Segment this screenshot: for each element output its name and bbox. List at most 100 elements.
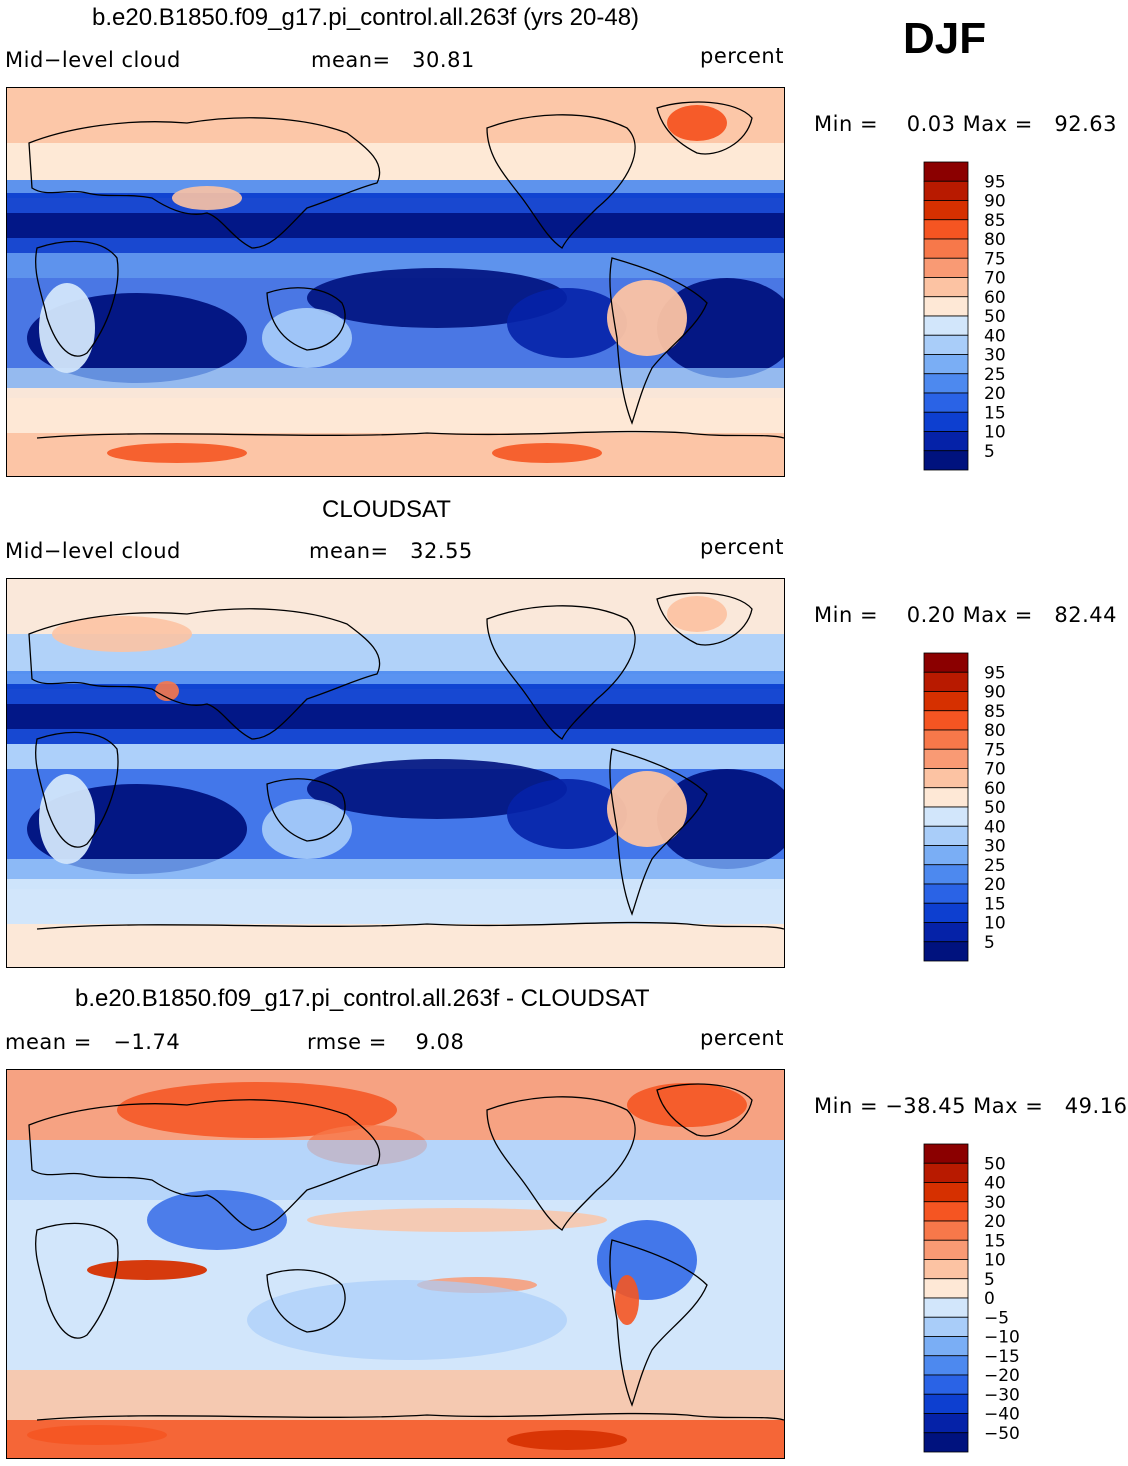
colorbar-swatch: [923, 200, 969, 221]
colorbar-swatch: [923, 219, 969, 240]
colorbar-tick-label: 75: [984, 740, 1006, 760]
colorbar-tick-label: −10: [984, 1328, 1020, 1348]
colorbar-swatch: [923, 748, 969, 769]
coastline: [35, 240, 119, 357]
colorbar-swatch: [923, 1297, 969, 1318]
colorbar-swatch: [923, 1220, 969, 1241]
colorbar-tick-label: 85: [984, 702, 1006, 722]
coastline: [656, 101, 753, 155]
colorbar-swatch: [923, 180, 969, 201]
colorbar-swatch: [923, 1316, 969, 1337]
colorbar-tick-label: −20: [984, 1366, 1020, 1386]
coastline: [486, 1096, 636, 1231]
colorbar-tick-label: 40: [984, 1174, 1006, 1194]
colorbar-tick-label: −5: [984, 1308, 1009, 1328]
colorbar-tick-label: 25: [984, 365, 1006, 385]
colorbar-swatch: [923, 1374, 969, 1395]
colorbar-swatch: [923, 1278, 969, 1299]
colorbar-tick-label: 85: [984, 211, 1006, 231]
panel2-map: [6, 578, 785, 968]
colorbar-swatch: [923, 411, 969, 432]
panel3-mean-label: mean = −1.74: [5, 1030, 181, 1054]
panel1-map-svg: [7, 88, 784, 476]
colorbar-tick-label: 70: [984, 760, 1006, 780]
colorbar-swatch: [923, 161, 969, 182]
colorbar-tick-label: 50: [984, 798, 1006, 818]
colorbar-swatch: [923, 334, 969, 355]
coastline: [36, 1412, 784, 1421]
colorbar-swatch: [923, 864, 969, 885]
colorbar-swatch: [923, 1336, 969, 1357]
coastline: [609, 748, 708, 916]
colorbar-swatch: [923, 710, 969, 731]
panel3-minmax-label: Min = −38.45 Max = 49.16: [814, 1094, 1128, 1118]
colorbar-tick-label: 60: [984, 779, 1006, 799]
colorbar-tick-label: 40: [984, 817, 1006, 837]
colorbar-swatch: [923, 652, 969, 673]
panel1-mean-label: mean= 30.81: [311, 48, 475, 72]
colorbar-tick-label: −40: [984, 1405, 1020, 1425]
colorbar-swatch: [923, 941, 969, 962]
colorbar-swatch: [923, 431, 969, 452]
colorbar-tick-label: 10: [984, 423, 1006, 443]
colorbar-tick-label: 80: [984, 721, 1006, 741]
colorbar-tick-label: 70: [984, 269, 1006, 289]
colorbar-tick-label: 5: [984, 933, 995, 953]
colorbar-tick-label: 75: [984, 249, 1006, 269]
panel1-variable-label: Mid−level cloud: [5, 48, 181, 72]
colorbar-tick-label: 10: [984, 914, 1006, 934]
colorbar-tick-label: 95: [984, 172, 1006, 192]
panel1-title: b.e20.B1850.f09_g17.pi_control.all.263f …: [92, 4, 640, 31]
colorbar-tick-label: 25: [984, 856, 1006, 876]
colorbar-tick-label: 30: [984, 1193, 1006, 1213]
colorbar-swatch: [923, 845, 969, 866]
panel2-variable-label: Mid−level cloud: [5, 539, 181, 563]
colorbar-swatch: [923, 257, 969, 278]
colorbar-swatch: [923, 277, 969, 298]
colorbar-tick-label: 90: [984, 192, 1006, 212]
colorbar-tick-label: 15: [984, 403, 1006, 423]
coastline: [609, 1239, 708, 1407]
colorbar-swatch: [923, 768, 969, 789]
coastline: [266, 1269, 346, 1333]
panel1-minmax-label: Min = 0.03 Max = 92.63: [814, 112, 1117, 136]
coastline: [36, 921, 784, 930]
colorbar-tick-label: 10: [984, 1251, 1006, 1271]
coastline: [486, 605, 636, 740]
colorbar-tick-label: 30: [984, 837, 1006, 857]
panel3-rmse-label: rmse = 9.08: [307, 1030, 465, 1054]
colorbar-tick-label: 50: [984, 307, 1006, 327]
colorbar-swatch: [923, 354, 969, 375]
colorbar-tick-label: 80: [984, 230, 1006, 250]
colorbar-swatch: [923, 1239, 969, 1260]
coastline: [28, 117, 381, 249]
coastline: [266, 778, 346, 842]
coastline: [28, 608, 381, 740]
colorbar-swatch: [923, 825, 969, 846]
colorbar-tick-label: −30: [984, 1385, 1020, 1405]
colorbar-tick-label: 30: [984, 346, 1006, 366]
coastline: [486, 114, 636, 249]
colorbar-tick-label: 5: [984, 1270, 995, 1290]
colorbar-swatch: [923, 806, 969, 827]
colorbar-swatch: [923, 729, 969, 750]
colorbar-swatch: [923, 373, 969, 394]
colorbar-swatch: [923, 1259, 969, 1280]
panel1-map: [6, 87, 785, 477]
colorbar-swatch: [923, 922, 969, 943]
colorbar-tick-label: 20: [984, 384, 1006, 404]
colorbar-tick-label: −15: [984, 1347, 1020, 1367]
coastline: [656, 592, 753, 646]
colorbar-tick-label: 0: [984, 1289, 995, 1309]
colorbar-swatch: [923, 1162, 969, 1183]
panel3-map-svg: [7, 1070, 784, 1458]
colorbar-tick-label: 95: [984, 663, 1006, 683]
season-label: DJF: [903, 14, 987, 63]
panel2-units-label: percent: [700, 535, 784, 559]
colorbar-swatch: [923, 1413, 969, 1434]
colorbar-swatch: [923, 671, 969, 692]
colorbar-swatch: [923, 392, 969, 413]
